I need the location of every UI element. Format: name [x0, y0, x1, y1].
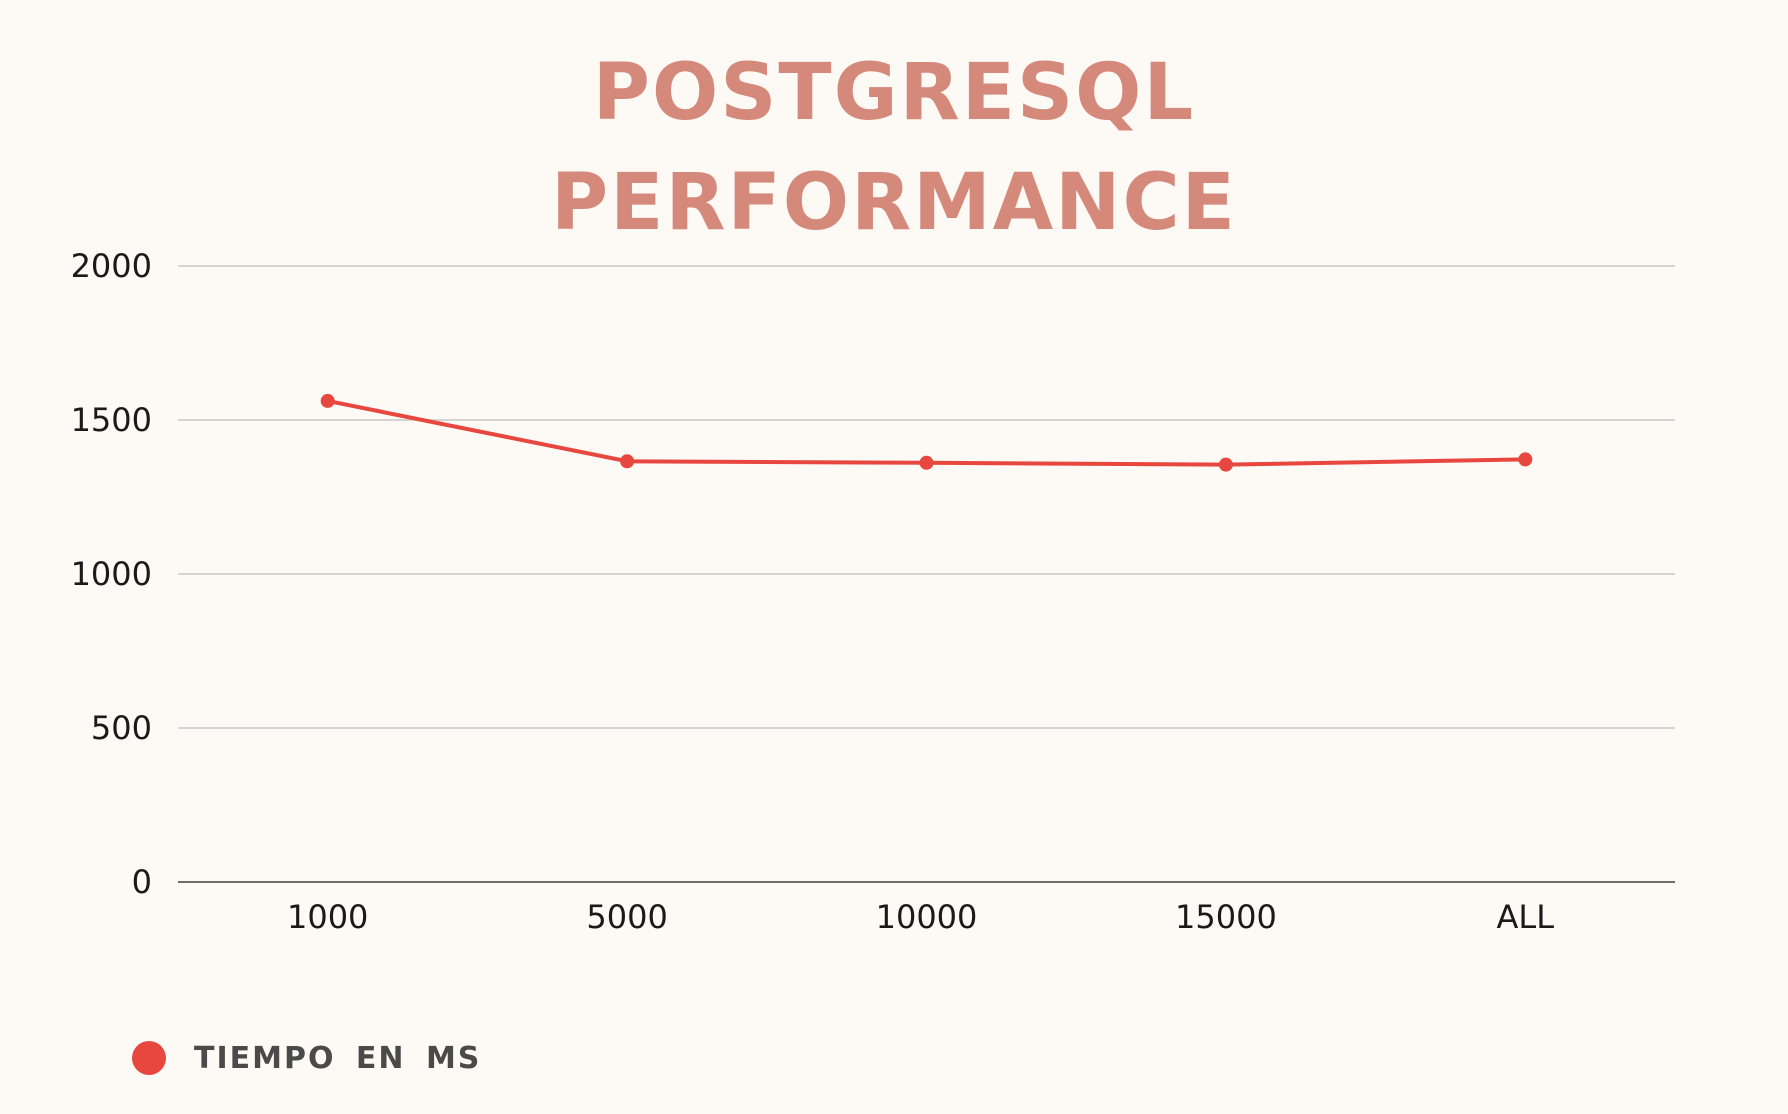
y-tick-label: 1000: [71, 555, 152, 593]
y-axis-ticks: 0 500 1000 1500 2000: [71, 247, 152, 901]
data-point: [1518, 452, 1533, 467]
data-point: [919, 455, 934, 470]
legend-label: TIEMPO EN MS: [194, 1040, 482, 1076]
series: [320, 393, 1533, 472]
y-tick-label: 2000: [71, 247, 152, 285]
legend-swatch: [132, 1041, 166, 1075]
chart-title-line-2: PERFORMANCE: [551, 158, 1237, 248]
data-point: [1218, 457, 1233, 472]
x-axis-ticks: 1000 5000 10000 15000 ALL: [287, 898, 1554, 936]
x-tick-label: 5000: [586, 898, 667, 936]
y-tick-label: 0: [132, 863, 152, 901]
data-point: [620, 454, 635, 469]
x-tick-label: 1000: [287, 898, 368, 936]
gridlines: [178, 265, 1675, 883]
y-tick-label: 1500: [71, 401, 152, 439]
x-tick-label: ALL: [1497, 898, 1555, 936]
x-tick-label: 15000: [1175, 898, 1277, 936]
chart-title: POSTGRESQL PERFORMANCE: [0, 38, 1788, 258]
chart-title-line-1: POSTGRESQL: [592, 48, 1196, 138]
y-tick-label: 500: [91, 709, 152, 747]
series-line: [325, 398, 1528, 467]
legend: TIEMPO EN MS: [132, 1040, 481, 1076]
data-point: [320, 393, 335, 408]
x-tick-label: 10000: [876, 898, 978, 936]
